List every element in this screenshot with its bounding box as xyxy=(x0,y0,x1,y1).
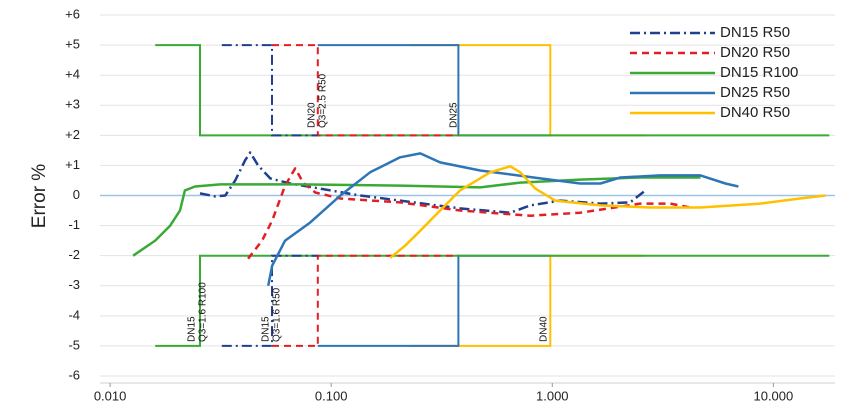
annotation: Q3=2.5 R50 xyxy=(318,73,329,128)
error-limit xyxy=(272,44,459,137)
error-curve xyxy=(389,165,826,259)
y-tick-label: -5 xyxy=(68,337,80,352)
annotation: DN20 xyxy=(307,102,318,128)
error-limit xyxy=(155,44,830,137)
x-tick-label: 1.000 xyxy=(536,388,569,403)
y-tick-label: -1 xyxy=(68,217,80,232)
error-curve xyxy=(247,167,691,260)
error-limit xyxy=(410,254,646,347)
annotation: Q3=1.6 R50 xyxy=(272,287,283,342)
y-tick-label: +4 xyxy=(65,67,80,82)
error-limit xyxy=(221,44,318,137)
x-tick-label: 10.000 xyxy=(753,388,793,403)
y-tick-label: +6 xyxy=(65,6,80,21)
y-tick-label: -3 xyxy=(68,277,80,292)
y-tick-label: 0 xyxy=(73,187,80,202)
error-limit xyxy=(317,44,551,137)
y-tick-label: +1 xyxy=(65,157,80,172)
error-limit xyxy=(317,254,551,347)
legend-label: DN15 R50 xyxy=(720,24,790,41)
error-limit xyxy=(410,44,646,137)
error-limit xyxy=(221,254,318,347)
legend-label: DN15 R100 xyxy=(720,64,798,81)
y-tick-label: -6 xyxy=(68,367,80,382)
y-tick-label: +5 xyxy=(65,37,80,52)
legend-label: DN20 R50 xyxy=(720,44,790,61)
legend: DN15 R50 DN20 R50 DN15 R100 DN25 R50 DN40 R5… xyxy=(630,24,798,121)
y-tick-label: +2 xyxy=(65,127,80,142)
annotation: DN40 xyxy=(539,316,550,342)
x-tick-label: 0.010 xyxy=(94,388,127,403)
annotation: DN15 xyxy=(261,316,272,342)
error-limit xyxy=(155,254,830,347)
annotation: DN25 xyxy=(449,102,460,128)
y-tick-label: +3 xyxy=(65,97,80,112)
legend-label: DN25 R50 xyxy=(720,84,790,101)
error-curve xyxy=(266,152,739,286)
error-curve xyxy=(132,176,701,257)
y-axis-title: Error % xyxy=(29,164,50,229)
legend-label: DN40 R50 xyxy=(720,104,790,121)
y-tick-label: -4 xyxy=(68,307,80,322)
x-tick-label: 0.100 xyxy=(315,388,348,403)
annotation: DN15 xyxy=(187,316,198,342)
error-limit xyxy=(272,254,459,347)
annotation: Q3=1.6 R100 xyxy=(198,282,209,342)
y-tick-label: -2 xyxy=(68,247,80,262)
